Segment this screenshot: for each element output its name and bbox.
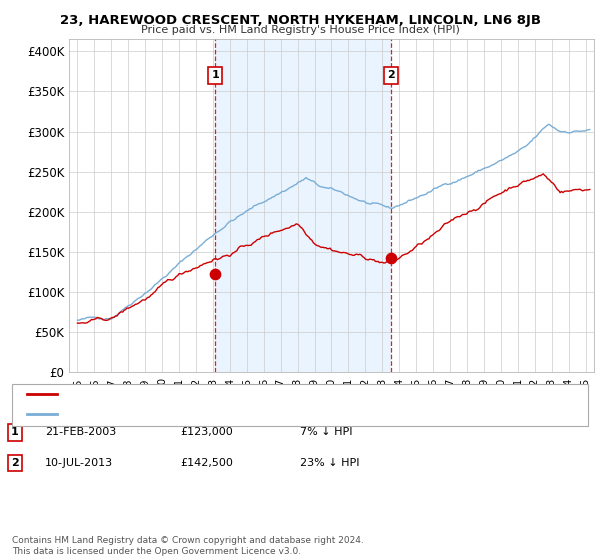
Text: 23, HAREWOOD CRESCENT, NORTH HYKEHAM, LINCOLN, LN6 8JB (detached house): 23, HAREWOOD CRESCENT, NORTH HYKEHAM, LI… bbox=[63, 389, 496, 399]
Text: 10-JUL-2013: 10-JUL-2013 bbox=[45, 458, 113, 468]
Text: Contains HM Land Registry data © Crown copyright and database right 2024.
This d: Contains HM Land Registry data © Crown c… bbox=[12, 536, 364, 556]
Text: 21-FEB-2003: 21-FEB-2003 bbox=[45, 427, 116, 437]
Text: 23% ↓ HPI: 23% ↓ HPI bbox=[300, 458, 359, 468]
Text: £142,500: £142,500 bbox=[180, 458, 233, 468]
Text: £123,000: £123,000 bbox=[180, 427, 233, 437]
Text: HPI: Average price, detached house, North Kesteven: HPI: Average price, detached house, Nort… bbox=[63, 409, 336, 419]
Text: 23, HAREWOOD CRESCENT, NORTH HYKEHAM, LINCOLN, LN6 8JB: 23, HAREWOOD CRESCENT, NORTH HYKEHAM, LI… bbox=[59, 14, 541, 27]
Text: 1: 1 bbox=[211, 71, 219, 80]
Text: 1: 1 bbox=[11, 427, 19, 437]
Bar bbox=[215, 39, 391, 372]
Point bbox=[211, 269, 220, 278]
Point bbox=[386, 254, 396, 263]
Text: 7% ↓ HPI: 7% ↓ HPI bbox=[300, 427, 353, 437]
Text: 2: 2 bbox=[388, 71, 395, 80]
Text: Price paid vs. HM Land Registry's House Price Index (HPI): Price paid vs. HM Land Registry's House … bbox=[140, 25, 460, 35]
Text: 2: 2 bbox=[11, 458, 19, 468]
